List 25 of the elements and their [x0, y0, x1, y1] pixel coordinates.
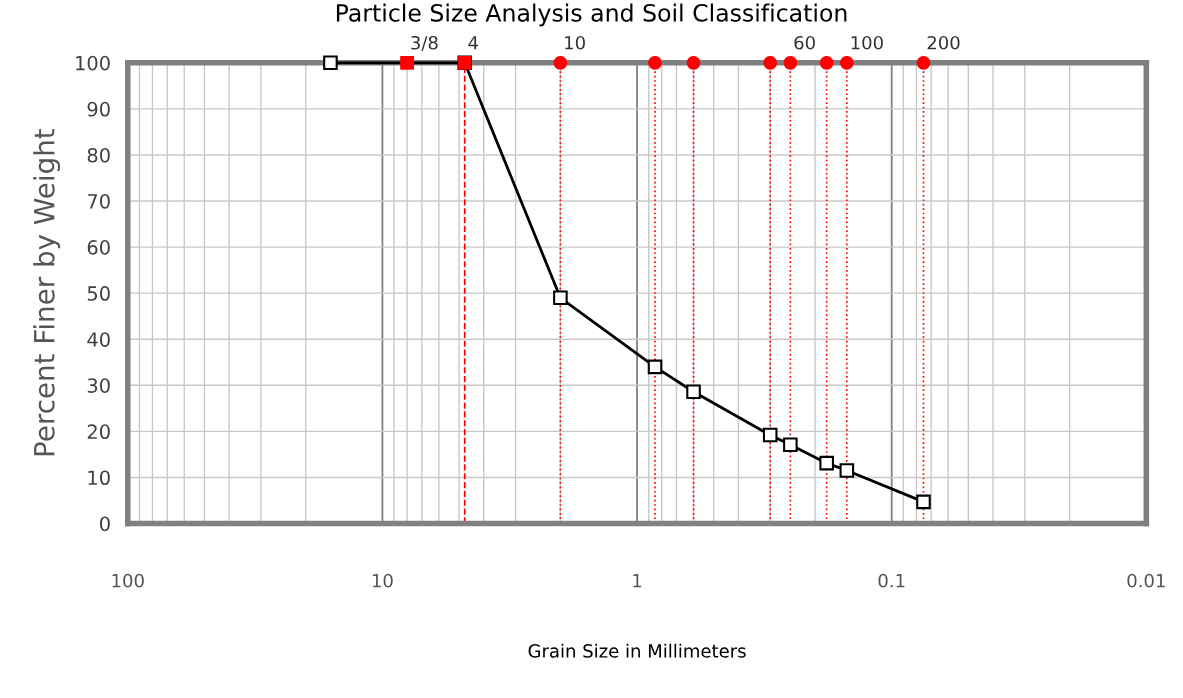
y-tick-label: 80	[87, 147, 110, 163]
x-tick-label: 1	[633, 574, 642, 588]
chart-title: Particle Size Analysis and Soil Classification	[336, 3, 847, 27]
x-axis-title: Grain Size in Millimeters	[528, 643, 746, 658]
annotation: 60	[794, 35, 815, 50]
annotation: 100	[851, 35, 883, 50]
y-tick-label: 70	[87, 193, 110, 209]
y-tick-label: 90	[87, 101, 110, 117]
y-axis-title: Percent Finer by Weight	[33, 129, 61, 456]
annotation: 200	[927, 35, 960, 50]
annotation: 4	[468, 36, 478, 50]
y-tick-label: 100	[76, 55, 110, 71]
y-tick-label: 0	[100, 516, 110, 532]
y-tick-label: 20	[87, 424, 110, 440]
y-tick-label: 40	[87, 332, 110, 347]
y-tick-label: 30	[87, 378, 110, 393]
x-tick-label: 100	[112, 573, 144, 588]
x-tick-label: 0.1	[878, 573, 905, 588]
x-tick-label: 10	[372, 573, 393, 588]
y-tick-label: 50	[87, 286, 110, 301]
x-tick-label: 0.01	[1127, 573, 1165, 588]
annotation: 3/8	[411, 35, 438, 52]
y-tick-label: 10	[88, 470, 110, 486]
annotation: 10	[565, 35, 585, 50]
y-tick-label: 60	[87, 240, 110, 255]
